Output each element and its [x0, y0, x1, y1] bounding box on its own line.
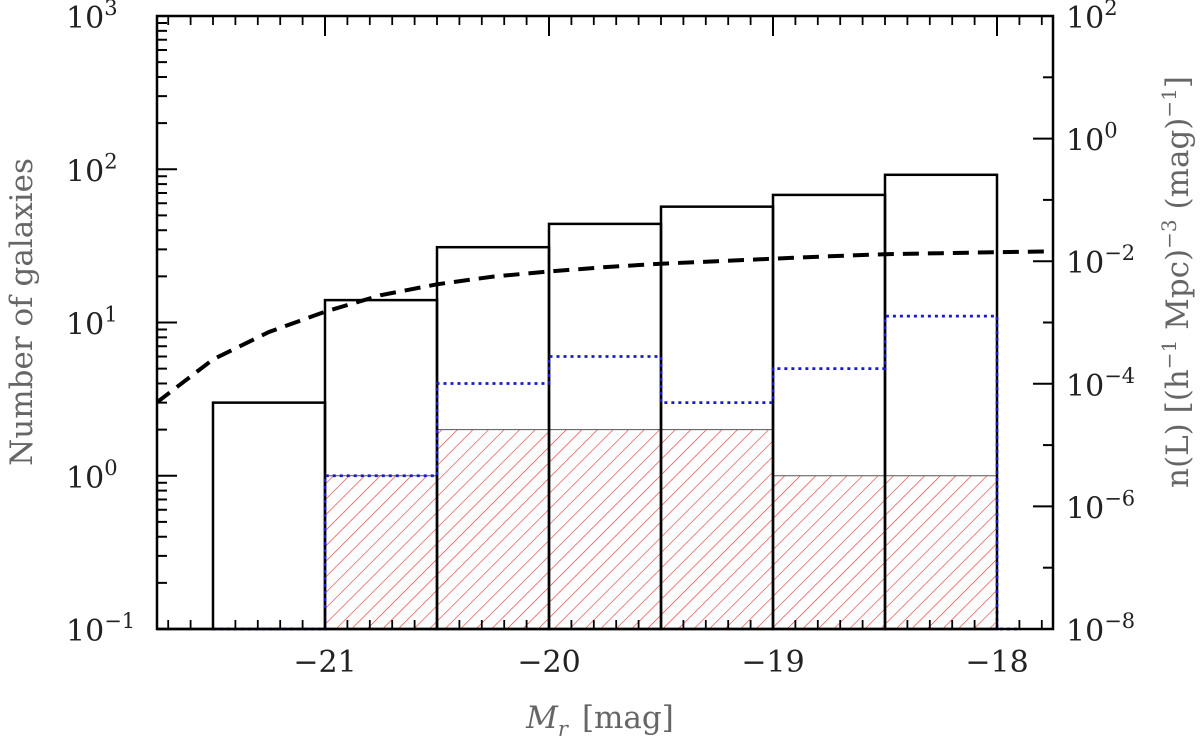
tick-labels: −21 −20 −19 −18 10−1 100 101 102 103 10−8 10−6 10−4…: [66, 0, 1135, 680]
y-left-tick-label-3: 102: [66, 149, 118, 189]
dotted-histogram: [213, 314, 1019, 631]
x-tick-label-0: −21: [293, 645, 356, 680]
hatched-bar-4: [661, 429, 773, 629]
y-left-tick-label-0: 10−1: [66, 609, 135, 649]
x-tick-label-2: −19: [741, 645, 804, 680]
y-left-tick-label-4: 103: [66, 0, 118, 36]
y-right-tick-label-0: 10−8: [1066, 609, 1135, 649]
y-left-tick-label-1: 100: [66, 456, 118, 496]
y-left-tick-label-2: 101: [66, 303, 118, 343]
y-right-tick-label-5: 102: [1066, 0, 1118, 36]
y-right-tick-label-2: 10−4: [1066, 364, 1135, 404]
axis-ticks: [157, 15, 1053, 630]
luminosity-function-curve: [157, 249, 1053, 404]
hatched-bar-3: [549, 429, 661, 629]
y-axis-right-title: n(L) [(h−1 Mpc)−3 (mag)−1]: [1157, 76, 1196, 488]
hatched-histogram: [325, 429, 997, 629]
hatched-bar-1: [325, 475, 437, 629]
y-right-tick-label-4: 100: [1066, 119, 1118, 159]
hatched-bar-6: [885, 475, 997, 629]
y-axis-left-title: Number of galaxies: [4, 158, 40, 466]
total-bar-0: [211, 401, 327, 631]
x-tick-label-1: −20: [517, 645, 580, 680]
dotted-step-line: [213, 314, 1019, 631]
hatched-bar-5: [773, 475, 885, 629]
x-axis-title: Mr [mag]: [525, 700, 674, 741]
lf-dashed-line: [157, 249, 1053, 404]
y-right-tick-label-1: 10−6: [1066, 486, 1135, 526]
y-right-tick-label-3: 10−2: [1066, 241, 1135, 281]
hatched-bar-2: [437, 429, 549, 629]
x-tick-label-3: −18: [965, 645, 1028, 680]
